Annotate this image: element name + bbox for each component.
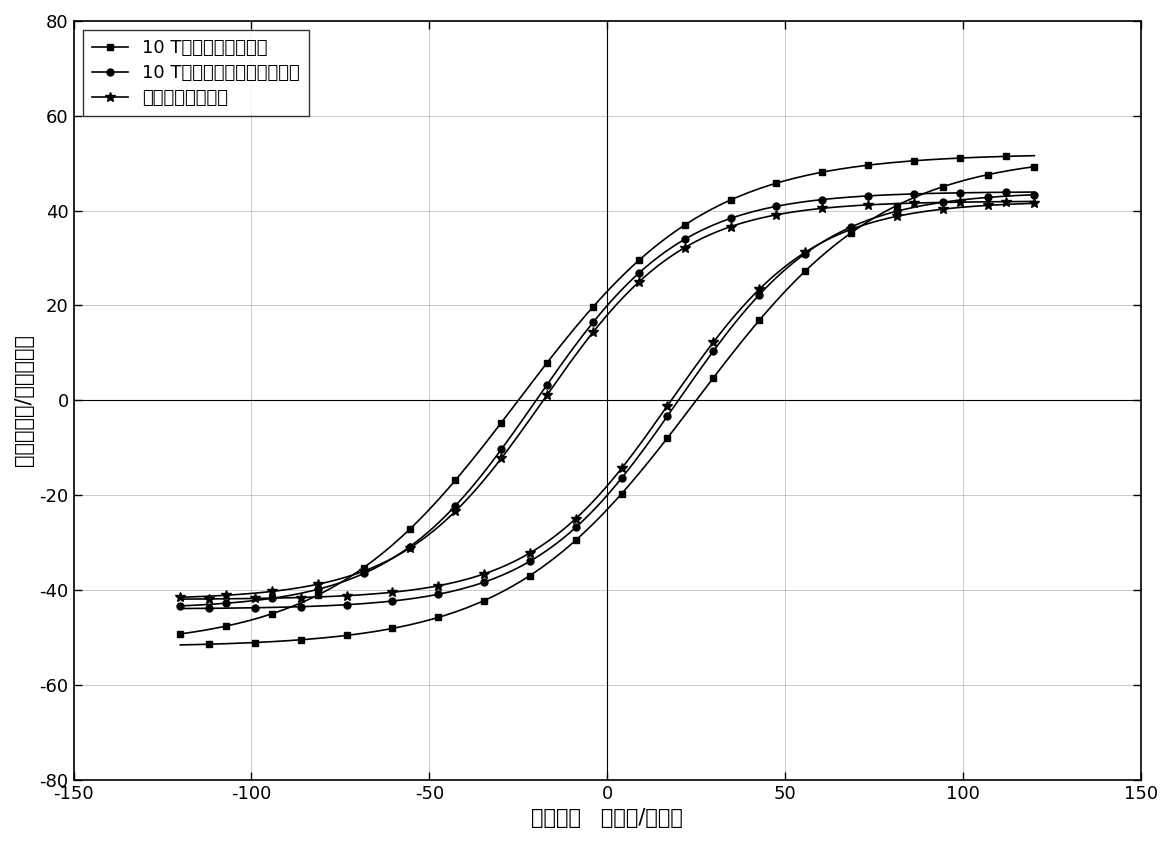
X-axis label: 电场强度   （千伏/厘米）: 电场强度 （千伏/厘米） xyxy=(531,808,683,829)
Legend: 10 T磁场下锻烧和烧结, 10 T磁场下锻烧，无磁场烧结, 无磁场锻烧和烧结: 10 T磁场下锻烧和烧结, 10 T磁场下锻烧，无磁场烧结, 无磁场锻烧和烧结 xyxy=(82,30,309,116)
Y-axis label: 极化（微库/平方厘米）: 极化（微库/平方厘米） xyxy=(14,334,34,466)
